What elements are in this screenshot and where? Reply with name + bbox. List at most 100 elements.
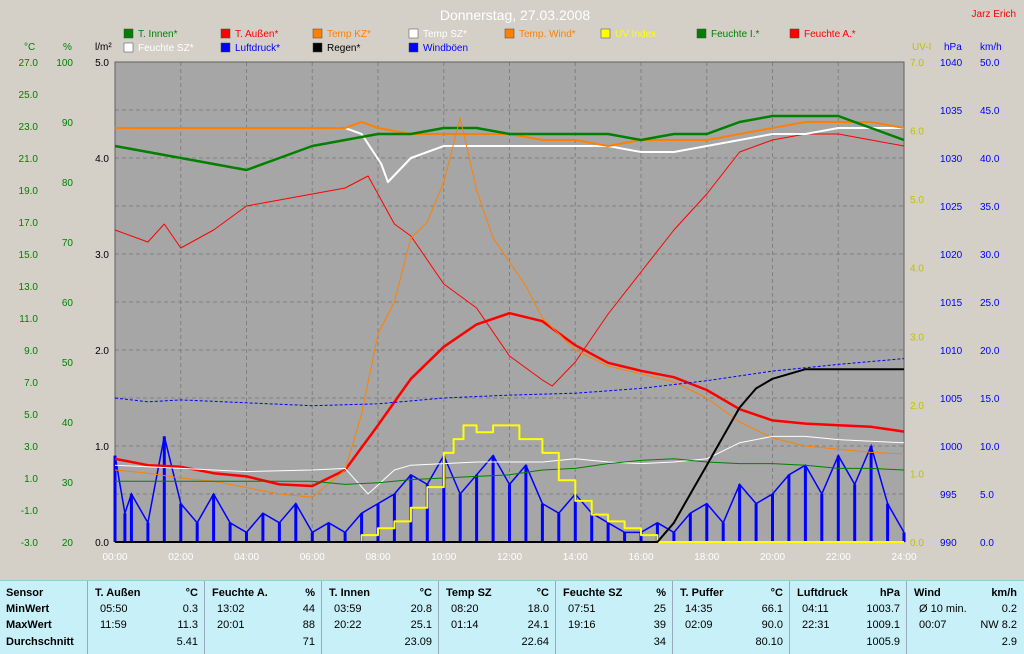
axis-tick-hum: 90: [62, 118, 74, 129]
stats-column-name: T. Innen: [329, 587, 370, 599]
series-t-au-en: [114, 311, 905, 488]
axis-tick-temp: 11.0: [19, 314, 38, 325]
legend-label: Temp. Wind*: [519, 29, 576, 40]
stats-min-time: 08:20: [451, 603, 479, 615]
stats-max-time: 22:31: [802, 619, 830, 631]
axis-unit-rain: l/m²: [95, 42, 112, 53]
stats-avg-value: 5.41: [176, 636, 198, 648]
stats-column: T. Außen °C 05:50 0.3 11:59 11.3 5.41: [87, 581, 204, 654]
axis-tick-wind: 20.0: [980, 346, 1000, 357]
axis-tick-pressure: 1040: [940, 58, 963, 69]
stats-min-time: 07:51: [568, 603, 596, 615]
legend-label: Temp KZ*: [327, 29, 371, 40]
stats-table: Sensor MinWert MaxWert Durchschnitt T. Außen…: [0, 580, 1024, 654]
stats-min-time: 03:59: [334, 603, 362, 615]
stats-max-time: 01:14: [451, 619, 479, 631]
stats-column-name: Feuchte A.: [212, 587, 268, 599]
axis-tick-uv: 2.0: [910, 401, 924, 412]
stats-label-max: MaxWert: [6, 619, 52, 631]
axis-tick-temp: 27.0: [19, 58, 39, 69]
legend-label: UV Index: [615, 29, 656, 40]
stats-column: Feuchte A.% 13:02 44 20:01 88 71: [204, 581, 321, 654]
axis-tick-pressure: 1035: [940, 106, 963, 117]
axis-tick-time: 00:00: [102, 552, 127, 563]
weather-chart: Donnerstag, 27.03.2008 Jarz Erich T. Inn…: [19, 7, 1016, 563]
axis-tick-time: 20:00: [760, 552, 785, 563]
axis-tick-temp: 5.0: [24, 410, 38, 421]
stats-avg-value: 1005.9: [866, 636, 900, 648]
axis-unit-pressure: hPa: [944, 42, 962, 53]
axis-tick-pressure: 995: [940, 490, 957, 501]
stats-max-time: 20:22: [334, 619, 362, 631]
axis-tick-time: 08:00: [365, 552, 390, 563]
stats-column: Feuchte SZ% 07:51 25 19:16 39 34: [555, 581, 672, 654]
axis-tick-temp: 25.0: [19, 90, 39, 101]
stats-column-unit: %: [305, 587, 315, 599]
stats-column-name: T. Außen: [95, 587, 141, 599]
axis-tick-uv: 3.0: [910, 332, 924, 343]
legend-label: T. Außen*: [235, 29, 278, 40]
axis-tick-hum: 40: [62, 418, 74, 429]
axis-tick-temp: -1.0: [21, 506, 39, 517]
series-temp-wind: [114, 117, 905, 498]
axis-tick-temp: 17.0: [19, 218, 39, 229]
stats-column: T. Innen °C 03:59 20.8 20:22 25.1 23.09: [321, 581, 438, 654]
axis-tick-wind: 25.0: [980, 298, 1000, 309]
axis-tick-uv: 5.0: [910, 195, 924, 206]
legend-label: Feuchte A.*: [804, 29, 856, 40]
series-temp-sz: [114, 435, 905, 495]
stats-column-unit: km/h: [991, 587, 1017, 599]
legend-swatch: [220, 42, 231, 53]
stats-min-value: 66.1: [761, 603, 783, 615]
legend-label: Feuchte I.*: [711, 29, 759, 40]
axis-tick-wind: 50.0: [980, 58, 1000, 69]
stats-column-name: Feuchte SZ: [563, 587, 623, 599]
stats-column: Luftdruck hPa 04:11 1003.7 22:31 1009.1 1005.9: [789, 581, 906, 654]
chart-title: Donnerstag, 27.03.2008: [440, 7, 590, 23]
axis-tick-pressure: 1005: [940, 394, 963, 405]
series-layer: [113, 114, 906, 543]
stats-min-value: 0.2: [1001, 603, 1017, 615]
stats-column-unit: °C: [419, 587, 432, 599]
stats-max-time: 20:01: [217, 619, 245, 631]
axis-tick-wind: 10.0: [980, 442, 1000, 453]
stats-column-name: Temp SZ: [446, 587, 492, 599]
stats-min-value: 18.0: [527, 603, 549, 615]
axis-tick-wind: 0.0: [980, 538, 994, 549]
stats-max-time: 11:59: [100, 619, 127, 631]
axis-unit-uv: UV-I: [912, 42, 931, 53]
legend-swatch: [123, 42, 134, 53]
legend-swatch: [123, 28, 134, 39]
axis-tick-pressure: 990: [940, 538, 957, 549]
stats-column-name: Luftdruck: [797, 587, 848, 599]
legend-swatch: [408, 42, 419, 53]
axis-tick-hum: 80: [62, 178, 74, 189]
legend-label: Feuchte SZ*: [138, 43, 194, 54]
stats-max-value: 88: [302, 619, 315, 631]
stats-min-time: 14:35: [685, 603, 713, 615]
axis-tick-wind: 35.0: [980, 202, 1000, 213]
stats-min-time: 13:02: [217, 603, 245, 615]
axis-tick-hum: 100: [56, 58, 73, 69]
axis-tick-temp: 9.0: [24, 346, 38, 357]
axis-tick-hum: 30: [62, 478, 74, 489]
axis-tick-temp: 15.0: [19, 250, 39, 261]
stats-avg-value: 34: [653, 636, 666, 648]
axis-tick-temp: 21.0: [19, 154, 39, 165]
axis-tick-pressure: 1020: [940, 250, 963, 261]
stats-max-value: 39: [653, 619, 666, 631]
series-feuchte-a: [114, 133, 905, 387]
stats-min-time: 04:11: [802, 603, 829, 615]
stats-label-sensor: Sensor: [6, 587, 44, 599]
axis-tick-uv: 7.0: [910, 58, 924, 69]
axis-tick-temp: 23.0: [19, 122, 39, 133]
axis-tick-wind: 15.0: [980, 394, 1000, 405]
axis-tick-time: 10:00: [431, 552, 456, 563]
stats-max-value: 90.0: [761, 619, 783, 631]
legend-swatch: [408, 28, 419, 39]
series-temp-kz: [115, 121, 905, 147]
stats-label-avg: Durchschnitt: [6, 636, 74, 648]
stats-column: Wind km/h Ø 10 min. 0.2 00:07 NW 8.2 2.9: [906, 581, 1023, 654]
stats-column: T. Puffer °C 14:35 66.1 02:09 90.0 80.10: [672, 581, 789, 654]
legend-label: Regen*: [327, 43, 360, 54]
